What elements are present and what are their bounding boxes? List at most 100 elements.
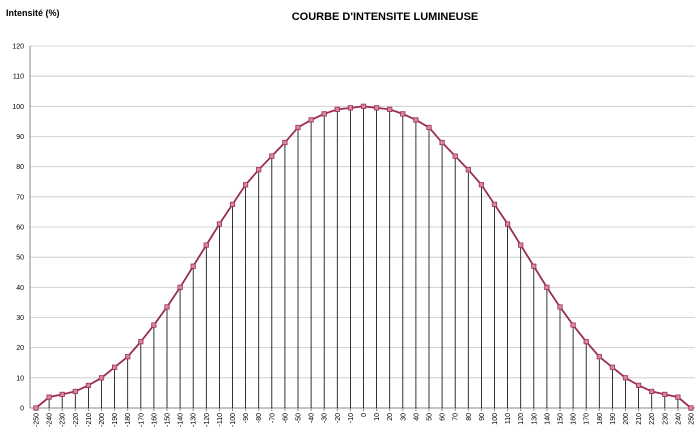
- x-tick-label: -210: [86, 413, 93, 427]
- x-tick-label: -200: [99, 413, 106, 427]
- y-tick-label: 90: [16, 134, 24, 141]
- marker: [138, 339, 144, 345]
- y-tick-label: 70: [16, 194, 24, 201]
- x-tick-label: 100: [492, 413, 499, 425]
- x-tick-label: 230: [662, 413, 669, 425]
- marker: [190, 263, 196, 269]
- y-tick-label: 30: [16, 315, 24, 322]
- x-tick-label: 30: [400, 413, 407, 421]
- marker: [33, 405, 39, 411]
- x-tick-label: 190: [610, 413, 617, 425]
- marker: [649, 388, 655, 395]
- marker: [347, 105, 354, 111]
- marker: [544, 284, 550, 290]
- marker: [203, 242, 209, 248]
- marker: [557, 304, 563, 310]
- marker: [675, 394, 681, 400]
- marker: [688, 405, 694, 411]
- marker: [112, 364, 118, 370]
- marker: [662, 391, 668, 398]
- marker: [583, 339, 589, 345]
- x-tick-label: 70: [453, 413, 460, 421]
- marker: [622, 375, 629, 381]
- marker: [452, 153, 458, 159]
- marker: [413, 117, 419, 123]
- marker: [177, 284, 183, 290]
- marker: [216, 221, 222, 227]
- y-tick-label: 20: [16, 345, 24, 352]
- marker: [164, 304, 170, 310]
- x-tick-label: 110: [505, 413, 512, 424]
- x-tick-label: 130: [531, 413, 538, 425]
- x-tick-label: -180: [125, 413, 132, 427]
- x-tick-label: -50: [296, 413, 303, 423]
- x-tick-label: 40: [413, 413, 420, 421]
- marker: [570, 322, 576, 328]
- chart-title: COURBE D'INTENSITE LUMINEUSE: [292, 11, 479, 23]
- y-tick-label: 100: [12, 104, 24, 111]
- x-tick-label: 160: [571, 413, 578, 425]
- x-tick-label: 220: [649, 413, 656, 425]
- x-tick-label: -90: [243, 413, 250, 423]
- x-tick-label: 0: [361, 413, 368, 417]
- marker: [229, 201, 236, 207]
- marker: [465, 167, 471, 173]
- y-tick-label: 110: [13, 74, 24, 81]
- marker: [596, 354, 602, 360]
- marker: [321, 111, 327, 117]
- marker: [491, 201, 498, 207]
- x-tick-label: -70: [269, 413, 276, 423]
- marker: [151, 322, 157, 328]
- x-tick-label: 80: [466, 413, 473, 421]
- marker: [504, 221, 511, 227]
- x-tick-label: -150: [165, 413, 172, 427]
- x-tick-label: -140: [178, 413, 185, 427]
- x-tick-label: -10: [348, 413, 355, 423]
- x-tick-label: -100: [230, 413, 237, 427]
- marker: [636, 382, 642, 388]
- marker: [609, 364, 616, 370]
- marker: [269, 153, 275, 159]
- y-tick-label: 120: [12, 44, 24, 51]
- marker: [85, 382, 91, 388]
- marker: [334, 106, 340, 112]
- x-tick-label: -160: [151, 413, 158, 427]
- x-tick-label: 150: [558, 413, 565, 425]
- marker: [478, 182, 485, 188]
- x-tick-label: 10: [374, 413, 381, 421]
- x-tick-label: 240: [675, 413, 682, 425]
- x-tick-label: -220: [73, 413, 80, 427]
- marker: [242, 182, 249, 188]
- marker: [308, 117, 314, 123]
- x-tick-label: 170: [584, 413, 591, 425]
- marker: [439, 139, 445, 146]
- marker: [426, 124, 432, 131]
- x-tick-label: -60: [282, 413, 289, 423]
- y-tick-label: 10: [16, 375, 24, 382]
- x-tick-label: -40: [309, 413, 316, 423]
- x-tick-label: -120: [204, 413, 211, 427]
- marker: [360, 103, 367, 109]
- x-tick-label: 250: [689, 413, 696, 425]
- x-tick-label: -30: [322, 413, 329, 423]
- marker: [98, 375, 105, 381]
- y-tick-label: 50: [16, 255, 24, 262]
- y-tick-label: 60: [16, 225, 24, 232]
- x-tick-label: -110: [217, 413, 224, 427]
- marker: [125, 354, 131, 360]
- x-tick-label: 90: [479, 413, 486, 421]
- marker: [531, 263, 537, 269]
- x-tick-label: -190: [112, 413, 119, 427]
- x-tick-label: 20: [387, 413, 394, 421]
- marker: [387, 106, 393, 112]
- x-tick-label: 200: [623, 413, 630, 425]
- x-tick-label: 140: [544, 413, 551, 425]
- x-tick-label: -230: [60, 413, 67, 427]
- marker: [518, 242, 524, 248]
- y-axis-label: Intensité (%): [6, 8, 60, 18]
- x-tick-label: -240: [47, 413, 54, 427]
- y-tick-label: 80: [16, 164, 24, 171]
- marker: [256, 167, 262, 173]
- marker: [400, 111, 406, 117]
